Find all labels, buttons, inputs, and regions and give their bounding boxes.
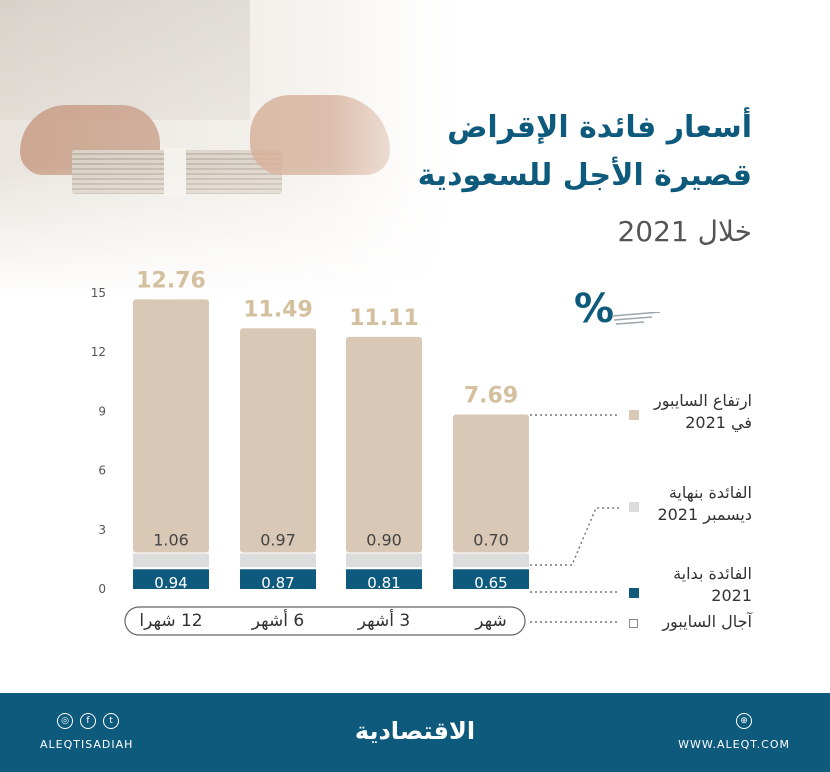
bar-chart: 0 3 6 9 12 15 12.76 1.06 0.94 12 شهرا 11.49 0.97 0.8… — [91, 268, 620, 636]
y-tick-label: 0 — [98, 582, 106, 596]
title-line-1: أسعار فائدة الإقراض — [447, 110, 752, 145]
legend-end-swatch — [629, 502, 639, 512]
y-tick-label: 15 — [91, 286, 106, 300]
bar-end — [453, 553, 529, 568]
data-label-start: 0.94 — [154, 574, 187, 592]
bar-rise — [133, 299, 209, 553]
data-label-end: 0.97 — [260, 530, 296, 549]
legend-terms-swatch — [629, 619, 638, 628]
category-label: 3 أشهر — [357, 609, 410, 631]
data-label-start: 0.87 — [261, 574, 294, 592]
category-axis-pill — [124, 606, 526, 636]
bar-start — [346, 569, 422, 589]
category-label: 12 شهرا — [139, 611, 202, 631]
bar-rise — [453, 414, 529, 553]
category-label: 6 أشهر — [251, 609, 304, 631]
data-label-start: 0.81 — [367, 574, 400, 592]
bar-rise — [346, 336, 422, 553]
twitter-icon[interactable]: t — [103, 713, 119, 729]
percent-icon: % — [574, 286, 615, 332]
legend-start: الفائدة بداية 2021 — [673, 564, 752, 605]
legend-rise-swatch — [629, 410, 639, 420]
legend-rise: ارتفاع السايبور في 2021 — [654, 391, 752, 432]
bar-end — [133, 553, 209, 568]
legend-end: الفائدة بنهاية ديسمبر 2021 — [657, 483, 752, 524]
bar-start — [240, 569, 316, 589]
photo-fade — [0, 0, 830, 300]
y-tick-label: 9 — [98, 404, 106, 418]
bar-start — [133, 569, 209, 589]
y-tick-label: 6 — [98, 464, 106, 478]
website-link[interactable]: WWW.ALEQT.COM — [678, 738, 790, 751]
social-handle[interactable]: ALEQTISADIAH — [40, 738, 134, 751]
data-label-end: 0.90 — [366, 530, 402, 549]
leader-end — [530, 507, 620, 566]
bar-end — [346, 553, 422, 568]
bar-rise — [240, 328, 316, 553]
legend-start-swatch — [629, 588, 639, 598]
globe-icon[interactable]: ⊕ — [736, 713, 752, 729]
bar-start — [453, 569, 529, 589]
category-label: شهر — [474, 611, 506, 631]
data-label-start: 0.65 — [474, 574, 507, 592]
legend-terms: آجال السايبور — [662, 612, 752, 631]
title-line-2: قصيرة الأجل للسعودية — [417, 158, 752, 193]
data-label-end: 0.70 — [473, 530, 509, 549]
data-label-rise: 11.11 — [349, 306, 419, 331]
y-tick-label: 12 — [91, 345, 106, 359]
data-label-rise: 12.76 — [136, 268, 206, 293]
footer-bar: ◎ f t ALEQTISADIAH الاقتصادية ⊕ WWW.ALEQ… — [0, 693, 830, 772]
instagram-icon[interactable]: ◎ — [57, 713, 73, 729]
speed-lines-icon — [612, 312, 661, 325]
bar-end — [240, 553, 316, 568]
y-tick-label: 3 — [98, 523, 106, 537]
data-label-rise: 7.69 — [464, 383, 518, 408]
hero-photo — [0, 0, 830, 300]
brand-logo: الاقتصادية — [354, 717, 476, 745]
data-label-rise: 11.49 — [243, 297, 313, 322]
facebook-icon[interactable]: f — [80, 713, 96, 729]
title-line-3: خلال 2021 — [617, 215, 752, 248]
data-label-end: 1.06 — [153, 530, 189, 549]
